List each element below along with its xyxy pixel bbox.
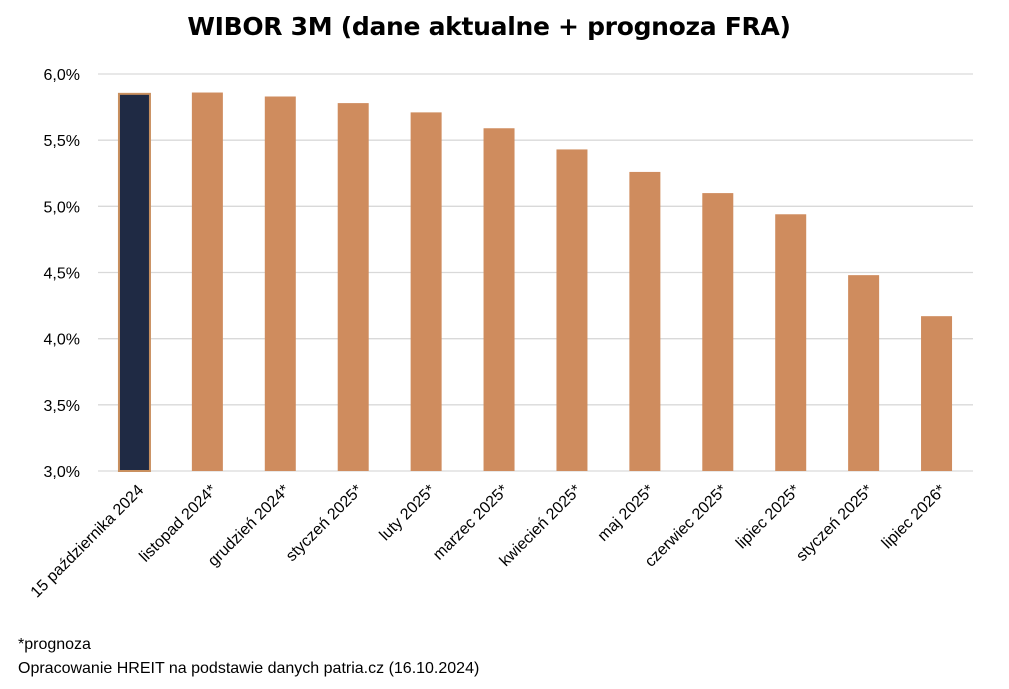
x-category-label: styczeń 2025* — [793, 482, 876, 565]
bar-forecast — [702, 193, 734, 471]
x-category-label: lipiec 2025* — [733, 482, 804, 553]
x-category-label: marzec 2025* — [430, 482, 512, 564]
bar-forecast — [775, 214, 807, 472]
bar-forecast — [921, 316, 953, 471]
y-tick-label: 5,5% — [44, 133, 80, 150]
y-tick-label: 3,5% — [44, 398, 80, 415]
footnote: *prognoza — [18, 636, 91, 653]
bar-forecast — [191, 92, 223, 471]
x-category-label: luty 2025* — [377, 482, 439, 544]
bar-forecast — [337, 103, 369, 471]
bars — [117, 92, 953, 472]
y-tick-label: 6,0% — [44, 67, 80, 84]
y-tick-label: 4,0% — [44, 332, 80, 349]
source-note: Opracowanie HREIT na podstawie danych pa… — [18, 660, 480, 677]
x-category-label: maj 2025* — [595, 482, 658, 545]
bar-forecast — [848, 275, 880, 471]
bar-forecast — [264, 96, 296, 471]
x-category-label: 15 października 2024 — [28, 482, 148, 602]
x-category-label: lipiec 2026* — [879, 482, 950, 553]
bar-actual — [117, 92, 151, 472]
bar-forecast — [410, 112, 442, 472]
bar-forecast — [556, 149, 588, 471]
y-tick-label: 5,0% — [44, 199, 80, 216]
gridlines — [98, 73, 973, 472]
bar-forecast — [483, 128, 515, 472]
y-tick-label: 4,5% — [44, 266, 80, 283]
y-tick-label: 3,0% — [44, 464, 80, 481]
x-category-label: styczeń 2025* — [283, 482, 366, 565]
x-category-label: listopad 2024* — [136, 482, 220, 566]
bar-forecast — [629, 171, 661, 471]
y-axis-tick-labels: 3,0% 3,5% 4,0% 4,5% 5,0% 5,5% 6,0% — [44, 67, 80, 481]
chart-title: WIBOR 3M (dane aktualne + prognoza FRA) — [187, 12, 791, 41]
